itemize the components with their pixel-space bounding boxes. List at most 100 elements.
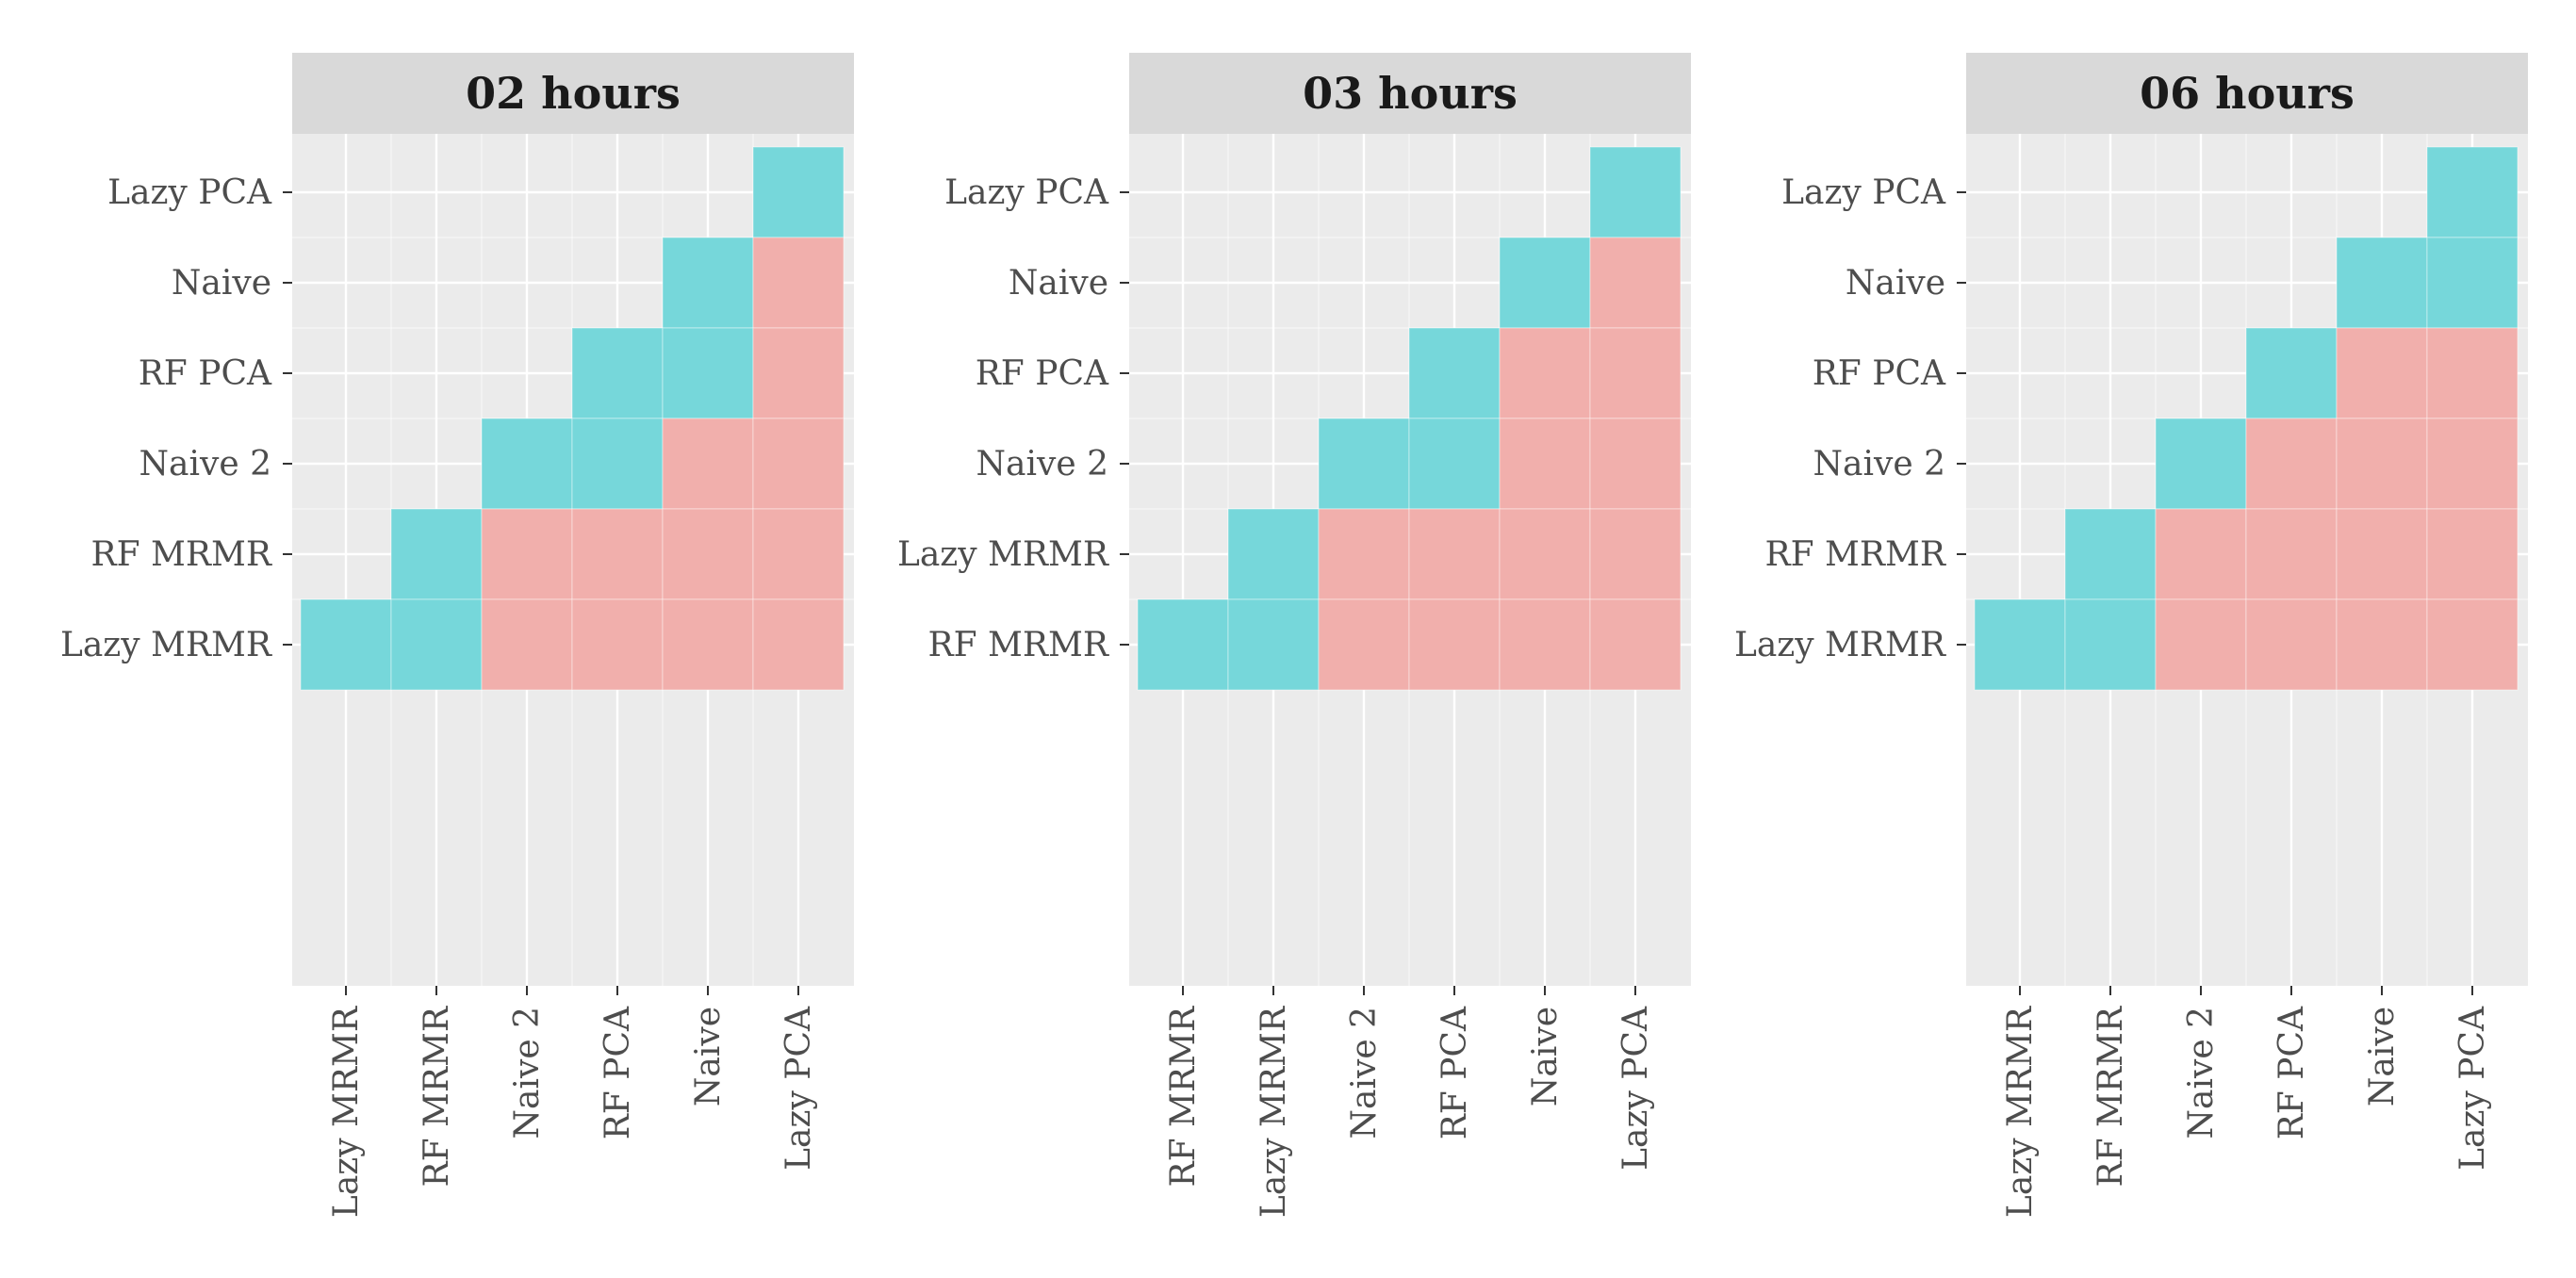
heatmap-tile-blue [2155,418,2247,510]
heatmap-tile-red [1408,508,1501,600]
heatmap-tile-blue [1318,418,1410,510]
y-tick-label: Lazy MRMR [1734,626,1946,664]
x-tick-label: Naive 2 [2182,1007,2221,1139]
heatmap-tile-red [1499,598,1591,691]
facet-title: 06 hours [2140,68,2354,119]
heatmap-tile-blue [300,598,392,691]
heatmap-tile-red [2155,598,2247,691]
y-tick-label: Naive 2 [139,445,271,483]
x-tick-label: Lazy MRMR [327,1006,366,1218]
x-tick-label: Lazy PCA [2453,1006,2492,1171]
heatmap-tile-blue [1227,598,1320,691]
heatmap-tile-blue [1227,508,1320,600]
heatmap-tile-blue [662,327,754,419]
heatmap-tile-red [2155,508,2247,600]
x-tick-label: Naive [2363,1007,2402,1106]
heatmap-tile-red [2245,508,2338,600]
facet-panel-3: 06 hours Lazy PCA Naive RF PCA Naive 2 RF MRM… [1734,53,2528,1218]
facet-panel-2: 03 hours Lazy PCA Naive RF PCA Naive 2 Lazy M… [897,53,1691,1218]
heatmap-tile-blue [1137,598,1229,691]
heatmap-tile-red [752,327,845,419]
heatmap-tile-blue [1974,598,2066,691]
x-tick-label: Lazy MRMR [2001,1006,2040,1218]
heatmap-tile-red [2426,418,2519,510]
y-tick-label: RF MRMR [91,535,272,574]
heatmap-tile-red [662,598,754,691]
heatmap-tile-red [1408,598,1501,691]
y-tick-label: RF MRMR [1765,535,1946,574]
heatmap-tile-red [2245,598,2338,691]
x-tick-label: Lazy PCA [1616,1006,1655,1171]
heatmap-tile-red [752,598,845,691]
facet-strip [292,53,854,134]
heatmap-tile-blue [2064,598,2157,691]
heatmap-tile-red [1499,327,1591,419]
heatmap-tile-blue [1408,327,1501,419]
heatmap-tile-blue [2426,237,2519,329]
y-tick-label: RF PCA [1813,354,1946,393]
x-tick-label: Lazy PCA [779,1006,818,1171]
x-tick-label: Naive [1526,1007,1565,1106]
x-tick-label: RF MRMR [2092,1006,2130,1187]
heatmap-tile-red [2426,508,2519,600]
heatmap-tile-red [2426,327,2519,419]
heatmap-tile-red [752,237,845,329]
heatmap-tile-red [2426,598,2519,691]
heatmap-tile-blue [2426,146,2519,238]
heatmap-tile-red [2336,418,2428,510]
x-tick-label: Naive 2 [1345,1007,1384,1139]
y-tick-label: RF MRMR [928,626,1109,664]
heatmap-tile-red [571,598,664,691]
y-tick-label: RF PCA [976,354,1109,393]
y-tick-label: Lazy PCA [944,173,1109,212]
x-tick-label: RF MRMR [1164,1006,1203,1187]
facet-title: 02 hours [466,68,681,119]
heatmap-tile-red [1589,327,1682,419]
heatmap-tile-blue [390,598,483,691]
x-tick-label: RF PCA [1436,1006,1474,1139]
heatmap-tile-red [481,508,573,600]
x-tick-label: Naive 2 [508,1007,547,1139]
x-tick-label: RF MRMR [418,1006,456,1187]
heatmap-tile-blue [481,418,573,510]
heatmap-tile-blue [2064,508,2157,600]
y-tick-label: Lazy MRMR [60,626,272,664]
heatmap-tile-red [1318,598,1410,691]
heatmap-tile-blue [571,418,664,510]
facet-title: 03 hours [1303,68,1518,119]
y-tick-label: Naive [1009,264,1108,303]
heatmap-tile-red [752,418,845,510]
heatmap-tile-red [1589,598,1682,691]
y-tick-label: Naive 2 [976,445,1108,483]
heatmap-tile-red [2245,418,2338,510]
heatmap-tile-red [1589,418,1682,510]
heatmap-tile-blue [752,146,845,238]
heatmap-tile-red [481,598,573,691]
heatmap-tile-red [1589,237,1682,329]
facet-strip [1129,53,1691,134]
facet-panel-1: 02 hours Lazy PCA Naive RF PCA Naive 2 RF MRM… [60,53,854,1218]
heatmap-tile-blue [390,508,483,600]
x-tick-label: Lazy MRMR [1255,1006,1293,1218]
facet-strip [1966,53,2528,134]
heatmap-tile-red [1589,508,1682,600]
heatmap-tile-red [752,508,845,600]
heatmap-tile-blue [1408,418,1501,510]
heatmap-tile-red [662,508,754,600]
y-tick-label: Lazy PCA [1781,173,1946,212]
heatmap-tile-red [662,418,754,510]
heatmap-tile-blue [662,237,754,329]
y-tick-label: Lazy MRMR [897,535,1109,574]
heatmap-tile-blue [1499,237,1591,329]
heatmap-tile-red [2336,327,2428,419]
heatmap-tile-blue [1589,146,1682,238]
x-tick-label: RF PCA [2272,1006,2311,1139]
heatmap-tile-red [1499,418,1591,510]
x-tick-label: Naive [689,1007,728,1106]
heatmap-tile-blue [2245,327,2338,419]
y-tick-label: Naive [172,264,271,303]
heatmap-tile-red [2336,508,2428,600]
heatmap-tile-red [571,508,664,600]
heatmap-tile-red [2336,598,2428,691]
